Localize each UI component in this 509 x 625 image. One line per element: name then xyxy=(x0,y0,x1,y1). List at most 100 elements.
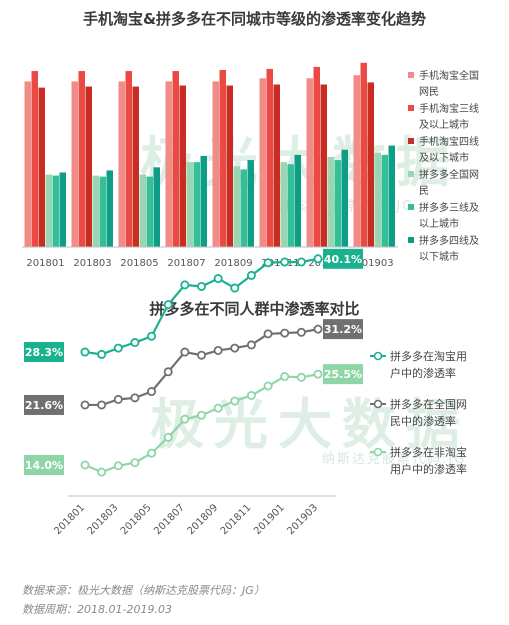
bar xyxy=(71,81,78,248)
x-tick-label: 201803 xyxy=(73,258,111,269)
start-value-label: 28.3% xyxy=(25,346,63,359)
bar xyxy=(146,176,153,247)
bar xyxy=(85,86,92,247)
data-point xyxy=(163,432,173,442)
data-point xyxy=(296,372,306,382)
bar xyxy=(327,156,334,247)
bar xyxy=(193,162,200,247)
bar xyxy=(259,78,266,247)
x-tick-label: 201903 xyxy=(355,258,393,269)
legend-label: 民 xyxy=(419,185,429,197)
bar xyxy=(381,154,388,247)
data-point xyxy=(246,390,256,400)
end-value-box xyxy=(323,319,363,340)
data-point xyxy=(80,460,90,470)
bar xyxy=(132,86,139,247)
legend-label: 以上城市 xyxy=(419,217,459,230)
start-value-box xyxy=(24,342,64,363)
data-point xyxy=(280,257,290,267)
data-point xyxy=(196,410,206,420)
data-point xyxy=(263,329,273,339)
bar xyxy=(165,81,172,248)
data-point xyxy=(180,347,190,357)
bar xyxy=(233,166,240,247)
bar xyxy=(219,70,226,247)
bar xyxy=(179,85,186,247)
data-period-note: 数据周期：2018.01-2019.03 xyxy=(22,603,172,616)
bar xyxy=(38,87,45,247)
bar xyxy=(313,66,320,247)
bar xyxy=(45,174,52,247)
bar xyxy=(186,162,193,247)
bar xyxy=(374,152,381,247)
data-point xyxy=(246,270,256,280)
data-point xyxy=(296,257,306,267)
end-value-box xyxy=(323,364,363,385)
x-tick-label: 201803 xyxy=(86,502,121,537)
x-tick-label: 201809 xyxy=(214,258,252,269)
x-tick-label: 201811 xyxy=(219,502,254,537)
legend-label: 拼多多三线及 xyxy=(419,201,479,214)
legend-label: 网民 xyxy=(419,86,439,98)
bar xyxy=(266,68,273,247)
data-point xyxy=(80,400,90,410)
bar xyxy=(388,145,395,247)
data-point xyxy=(213,403,223,413)
legend-label: 用户中的渗透率 xyxy=(390,462,467,476)
data-point xyxy=(130,458,140,468)
bar xyxy=(125,71,132,247)
legend-marker xyxy=(373,351,383,361)
legend-label: 民中的渗透率 xyxy=(390,414,456,428)
bar xyxy=(341,149,348,247)
legend-label: 拼多多全国网 xyxy=(419,168,479,181)
legend-label: 手机淘宝四线 xyxy=(419,135,479,148)
legend-label: 及以上城市 xyxy=(419,118,469,131)
bar xyxy=(334,160,341,247)
bar xyxy=(78,71,85,247)
data-point xyxy=(263,381,273,391)
bar xyxy=(287,164,294,247)
legend-marker xyxy=(373,399,383,409)
legend-label: 手机淘宝三线 xyxy=(419,102,479,115)
end-value-label: 40.1% xyxy=(324,253,362,266)
data-point xyxy=(230,396,240,406)
start-value-label: 14.0% xyxy=(25,459,63,472)
bar xyxy=(306,78,313,247)
bar xyxy=(247,160,254,247)
data-point xyxy=(230,283,240,293)
end-value-label: 31.2% xyxy=(324,323,362,336)
data-point xyxy=(97,400,107,410)
data-point xyxy=(130,338,140,348)
data-point xyxy=(296,327,306,337)
bar xyxy=(367,82,374,247)
data-point xyxy=(246,340,256,350)
line-chart-title: 拼多多在不同人群中渗透率对比 xyxy=(149,300,360,318)
data-point xyxy=(113,461,123,471)
start-value-box xyxy=(24,394,64,415)
legend-label: 拼多多在淘宝用 xyxy=(390,349,467,363)
bar xyxy=(320,84,327,247)
data-point xyxy=(147,331,157,341)
start-value-label: 21.6% xyxy=(25,399,63,412)
data-point xyxy=(213,274,223,284)
data-point xyxy=(130,393,140,403)
data-point xyxy=(280,372,290,382)
data-point xyxy=(230,343,240,353)
x-tick-label: 201901 xyxy=(252,502,287,537)
bar xyxy=(118,81,125,248)
bar xyxy=(212,81,219,248)
legend-label: 手机淘宝全国 xyxy=(419,69,479,82)
legend-label: 拼多多在全国网 xyxy=(390,397,467,411)
data-point xyxy=(97,467,107,477)
data-point xyxy=(80,347,90,357)
x-tick-label: 201903 xyxy=(285,502,320,537)
legend-label: 户中的渗透率 xyxy=(390,366,456,380)
data-point xyxy=(147,387,157,397)
end-value-box xyxy=(323,248,363,269)
bar xyxy=(353,75,360,247)
legend-label: 拼多多在非淘宝 xyxy=(390,445,467,459)
x-tick-label: 201807 xyxy=(167,258,205,269)
legend-swatch xyxy=(408,204,414,210)
series-line xyxy=(84,257,319,356)
legend-swatch xyxy=(408,171,414,177)
